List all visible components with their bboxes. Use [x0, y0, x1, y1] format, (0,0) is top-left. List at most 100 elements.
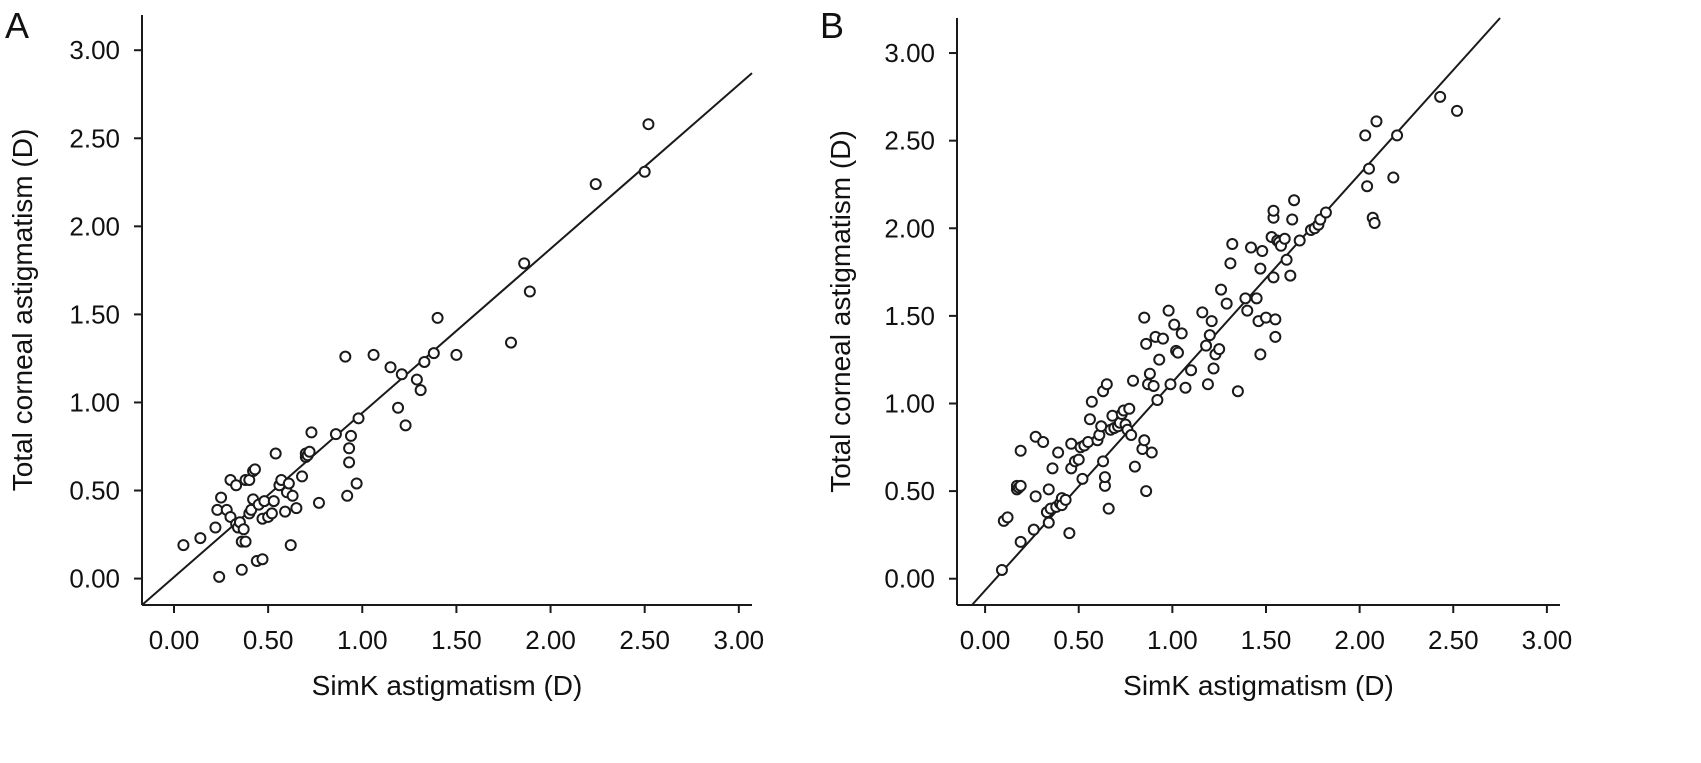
data-point [352, 412, 365, 425]
data-point [1387, 171, 1400, 184]
data-point [431, 311, 444, 324]
x-axis-label: SimK astigmatism (D) [1123, 670, 1394, 701]
data-point [1267, 204, 1280, 217]
y-tick-label: 1.00 [69, 387, 120, 417]
x-tick-label: 0.00 [149, 625, 200, 655]
data-point [1179, 381, 1192, 394]
x-tick-label: 2.00 [525, 625, 576, 655]
data-point [1001, 511, 1014, 524]
y-tick-label: 1.50 [884, 301, 935, 331]
panel-label: A [5, 5, 29, 46]
data-point [1231, 385, 1244, 398]
data-point [1164, 378, 1177, 391]
data-point [1220, 297, 1233, 310]
y-tick-label: 1.00 [884, 388, 935, 418]
data-point [1102, 502, 1115, 515]
data-point [1046, 462, 1059, 475]
data-point [1269, 313, 1282, 326]
data-point [518, 257, 531, 270]
data-point [1288, 194, 1301, 207]
data-point [1215, 283, 1228, 296]
data-point [194, 532, 207, 545]
y-tick-label: 2.50 [69, 123, 120, 153]
data-point [1286, 213, 1299, 226]
data-point [1100, 378, 1113, 391]
x-tick-label: 1.50 [1241, 625, 1292, 655]
data-point [418, 355, 431, 368]
data-point [1042, 516, 1055, 529]
data-point [265, 507, 278, 520]
x-tick-label: 0.50 [243, 625, 294, 655]
data-point [1052, 446, 1065, 459]
data-point [1175, 327, 1188, 340]
data-point [1451, 104, 1464, 117]
x-tick-label: 3.00 [714, 625, 765, 655]
y-tick-label: 2.00 [884, 213, 935, 243]
x-tick-label: 2.00 [1334, 625, 1385, 655]
data-point [1200, 339, 1213, 352]
data-point [1370, 115, 1383, 128]
data-point [1085, 395, 1098, 408]
data-point [1368, 217, 1381, 230]
x-tick-label: 0.50 [1053, 625, 1104, 655]
data-point [1224, 257, 1237, 270]
data-point [1245, 241, 1258, 254]
data-point [1361, 180, 1374, 193]
y-tick-label: 0.50 [884, 476, 935, 506]
data-point [1239, 292, 1252, 305]
x-tick-label: 1.50 [431, 625, 482, 655]
data-point [1140, 485, 1153, 498]
x-tick-label: 1.00 [337, 625, 388, 655]
data-point [1162, 304, 1175, 317]
data-point [1083, 413, 1096, 426]
data-point [237, 523, 250, 536]
data-point [1147, 379, 1160, 392]
data-point [1145, 446, 1158, 459]
data-point [1201, 378, 1214, 391]
data-point [341, 489, 354, 502]
data-point [523, 285, 536, 298]
y-axis-label: Total corneal astigmatism (D) [7, 129, 38, 492]
data-point [384, 361, 397, 374]
x-tick-label: 2.50 [619, 625, 670, 655]
data-point [1098, 471, 1111, 484]
data-point [1140, 337, 1153, 350]
data-point [1203, 329, 1216, 342]
data-point [230, 479, 243, 492]
data-point [269, 447, 282, 460]
data-point [638, 165, 651, 178]
data-point [1241, 304, 1254, 317]
data-point [1185, 364, 1198, 377]
regression-line [141, 72, 753, 606]
data-point [235, 563, 248, 576]
data-point [1293, 234, 1306, 247]
data-point [1280, 253, 1293, 266]
data-point [1171, 346, 1184, 359]
x-tick-label: 2.50 [1428, 625, 1479, 655]
data-point [1125, 429, 1138, 442]
data-point [1278, 232, 1291, 245]
data-point [1207, 362, 1220, 375]
data-point [267, 495, 280, 508]
panel-label: B [820, 5, 844, 46]
data-point [1391, 129, 1404, 142]
data-point [286, 489, 299, 502]
data-point [1226, 238, 1239, 251]
data-point [282, 477, 295, 490]
data-point [642, 118, 655, 131]
data-point [296, 470, 309, 483]
data-point [1254, 262, 1267, 275]
data-point [1362, 162, 1375, 175]
data-point [1138, 434, 1151, 447]
data-point [1059, 493, 1072, 506]
data-point [343, 442, 356, 455]
data-point [256, 553, 269, 566]
data-point [1168, 318, 1181, 331]
data-point [290, 502, 303, 515]
data-point [1267, 271, 1280, 284]
x-tick-label: 0.00 [960, 625, 1011, 655]
data-point [215, 491, 228, 504]
data-point [1156, 332, 1169, 345]
data-point [329, 428, 342, 441]
data-point [343, 456, 356, 469]
